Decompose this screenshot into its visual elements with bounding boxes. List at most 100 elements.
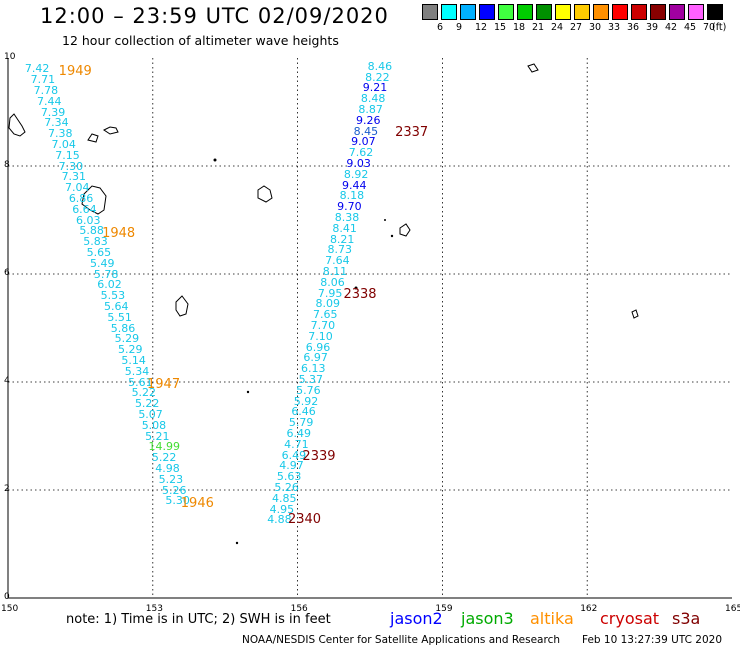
- wave-height-value: 6.86: [68, 192, 94, 205]
- x-tick-label: 156: [290, 604, 308, 614]
- legend-swatch: [555, 4, 571, 20]
- wave-height-value: 5.86: [110, 321, 136, 335]
- legend-label: 18: [513, 22, 526, 33]
- x-tick-label: 159: [435, 604, 453, 614]
- timestamp-text: Feb 10 13:27:39 UTC 2020: [582, 634, 722, 646]
- wave-height-value: 7.31: [61, 170, 87, 184]
- wave-height-value: 8.73: [327, 243, 353, 257]
- legend-label: 24: [551, 22, 564, 33]
- map-subtitle: 12 hour collection of altimeter wave hei…: [62, 33, 339, 48]
- wave-height-value: 7.95: [317, 286, 343, 300]
- wave-height-value: 7.71: [30, 73, 56, 87]
- wave-height-value: 7.10: [308, 329, 333, 343]
- wave-height-value: 6.13: [300, 362, 326, 376]
- legend-label: 6: [437, 22, 444, 33]
- wave-height-value: 5.83: [83, 235, 108, 249]
- wave-height-value: 7.04: [64, 181, 90, 195]
- satellite-name: s3a: [672, 609, 701, 628]
- x-tick-label: 153: [145, 604, 163, 614]
- wave-height-value: 8.87: [358, 102, 383, 116]
- wave-height-value: 7.64: [325, 254, 350, 268]
- x-tick-label: 165: [725, 604, 740, 614]
- wave-height-value: 5.22: [134, 397, 160, 411]
- legend-label: 42: [665, 22, 678, 33]
- legend-label: 39: [646, 22, 659, 33]
- x-tick-label: 162: [580, 604, 598, 614]
- wave-height-value: 8.11: [322, 264, 348, 278]
- wave-height-value: 6.02: [97, 278, 122, 292]
- grid: [7, 58, 732, 599]
- wave-height-value: 7.78: [33, 84, 59, 97]
- wave-height-value: 5.08: [141, 418, 167, 432]
- island-west-b: [87, 133, 99, 143]
- wave-height-value: 9.70: [337, 200, 362, 214]
- wave-height-value: 9.07: [351, 135, 376, 149]
- satellite-name: cryosat: [600, 609, 660, 628]
- island-kosrae: [399, 223, 411, 237]
- wave-height-value: 5.37: [298, 372, 324, 386]
- legend-label: 36: [627, 22, 640, 33]
- wave-height-value: 5.22: [151, 451, 177, 465]
- wave-height-value: 9.03: [346, 156, 371, 170]
- wave-height-value: 5.26: [161, 483, 187, 497]
- legend-label: 27: [570, 22, 583, 33]
- wave-height-value: 7.42: [24, 62, 50, 76]
- wave-height-value: 5.49: [90, 256, 115, 270]
- wave-height-value: 7.70: [310, 318, 336, 332]
- island-e: [631, 309, 639, 319]
- wave-height-value: 6.03: [76, 213, 101, 227]
- wave-height-value: 7.44: [36, 94, 62, 108]
- wave-height-value: 5.29: [114, 332, 140, 346]
- wave-height-value: 5.21: [145, 429, 170, 443]
- wave-height-value: 6.64: [72, 202, 97, 216]
- satellite-name: jason3: [461, 609, 514, 628]
- y-tick-label: 4: [4, 376, 10, 386]
- wave-height-value: 5.22: [131, 386, 157, 400]
- wave-height-value: 4.95: [269, 502, 295, 516]
- legend-swatch: [669, 4, 685, 20]
- map-title: 12:00 – 23:59 UTC 02/09/2020: [40, 4, 389, 28]
- legend-swatch: [574, 4, 590, 20]
- wave-height-value: 4.88: [267, 513, 292, 527]
- island-west-c: [103, 126, 119, 135]
- wave-height-value: 7.65: [313, 308, 338, 322]
- wave-height-value: 5.34: [124, 364, 150, 378]
- wave-height-value: 6.97: [303, 351, 328, 365]
- wave-height-value: 5.88: [79, 224, 104, 238]
- wave-height-value: 6.46: [291, 405, 316, 419]
- wave-height-value: 4.98: [155, 462, 180, 475]
- pass-time-label: 2338: [343, 286, 377, 302]
- satellite-name: altika: [530, 609, 574, 628]
- wave-height-value: 7.38: [48, 127, 73, 141]
- legend-unit: (ft): [712, 22, 727, 33]
- legend-swatch: [441, 4, 457, 20]
- y-tick-label: 8: [4, 160, 10, 170]
- wave-height-value: 5.51: [107, 310, 132, 324]
- pass-time-label: 1949: [58, 64, 92, 80]
- island-ne: [527, 63, 539, 73]
- island-pohnpei: [257, 185, 273, 203]
- legend-swatch: [498, 4, 514, 20]
- wave-height-value: 7.39: [40, 105, 66, 119]
- wave-height-value: 6.49: [286, 426, 311, 440]
- satellite-name: jason2: [390, 609, 443, 628]
- wave-height-value: 5.63: [276, 470, 302, 484]
- legend-label: 70: [703, 22, 716, 33]
- wave-height-value: 8.41: [332, 221, 357, 235]
- legend-label: 21: [532, 22, 545, 33]
- legend-swatch: [650, 4, 666, 20]
- legend-swatch: [612, 4, 628, 20]
- wave-height-value: 5.65: [86, 246, 112, 259]
- wave-height-value: 5.30: [165, 494, 190, 508]
- legend-label: 9: [456, 22, 463, 33]
- wave-height-value: 8.45: [353, 124, 379, 138]
- wave-height-value: 8.38: [334, 210, 360, 224]
- wave-height-value: 4.71: [284, 437, 309, 451]
- legend-label: 15: [494, 22, 507, 33]
- y-tick-label: 0: [4, 592, 10, 602]
- island-mid: [175, 295, 189, 317]
- wave-height-value: 8.22: [365, 70, 390, 84]
- pass-time-label: 1948: [102, 226, 136, 242]
- legend-swatch: [479, 4, 495, 20]
